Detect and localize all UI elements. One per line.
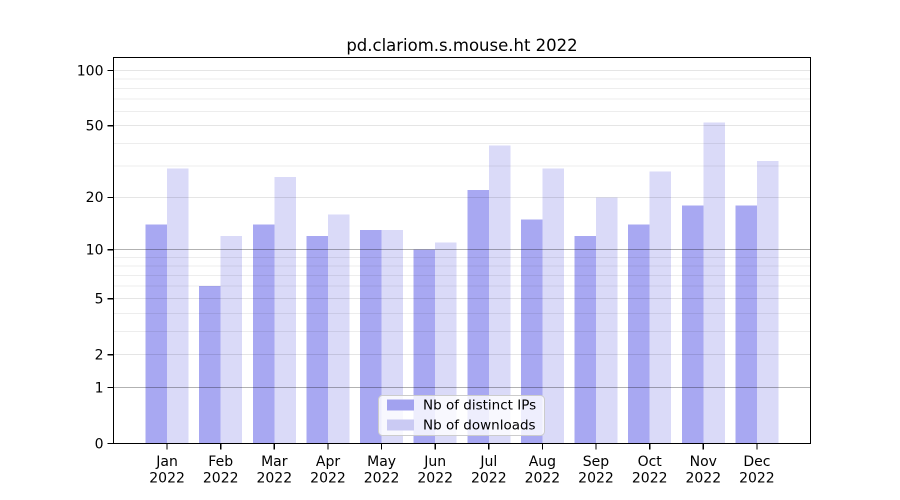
x-tick-label-feb: Feb 2022: [203, 454, 239, 487]
x-tick-label-jul: Jul 2022: [471, 454, 507, 487]
y-tick-label-2: 2: [95, 348, 104, 364]
bar-ips-may: [360, 230, 382, 444]
bar-ips-jan: [145, 224, 168, 444]
y-tick-label-50: 50: [86, 119, 104, 135]
x-tick-label-aug: Aug 2022: [525, 454, 561, 487]
x-tick-label-dec: Dec 2022: [739, 454, 775, 487]
tick-labels-layer: 0 1 2 5 10 20 50 100 Jan 2022 Feb 2022 Mar 2022 Apr 202…: [77, 63, 775, 486]
legend-label-ips: Nb of distinct IPs: [423, 398, 536, 414]
x-tick-label-mar: Mar 2022: [256, 454, 292, 487]
y-tick-label-5: 5: [95, 292, 104, 308]
bar-downloads-oct: [649, 171, 672, 444]
bar-downloads-nov: [703, 122, 725, 444]
y-tick-label-0: 0: [95, 436, 104, 452]
bar-ips-apr: [306, 236, 328, 444]
bar-downloads-may: [381, 230, 404, 444]
plot-border: [112, 56, 812, 445]
y-tick-label-10: 10: [86, 243, 104, 259]
legend-swatch-downloads: [387, 419, 414, 431]
bar-downloads-feb: [220, 236, 243, 444]
y-tick-label-100: 100: [77, 63, 104, 79]
bar-downloads-apr: [328, 214, 350, 444]
bar-downloads-jul: [488, 145, 511, 444]
x-tick-label-sep: Sep 2022: [578, 454, 614, 487]
bar-downloads-aug: [542, 168, 564, 444]
legend: Nb of distinct IPs Nb of downloads: [378, 395, 545, 436]
legend-box: [378, 395, 545, 436]
bar-downloads-sep: [596, 197, 618, 444]
bar-ips-nov: [681, 205, 704, 444]
x-tick-label-jun: Jun 2022: [417, 454, 453, 487]
x-tick-label-jan: Jan 2022: [149, 454, 185, 487]
bar-downloads-dec: [756, 160, 779, 444]
bar-downloads-jun: [435, 242, 457, 444]
legend-label-downloads: Nb of downloads: [423, 418, 536, 434]
bar-downloads-jan: [167, 168, 189, 444]
x-tick-label-nov: Nov 2022: [685, 454, 721, 487]
chart-title: pd.clariom.s.mouse.ht 2022: [346, 36, 577, 55]
bar-ips-mar: [252, 224, 275, 444]
y-tick-label-1: 1: [95, 380, 104, 396]
bar-ips-dec: [735, 205, 757, 444]
bar-ips-sep: [574, 236, 596, 444]
bar-ips-jul: [467, 190, 489, 444]
x-tick-label-apr: Apr 2022: [310, 454, 346, 487]
bar-ips-oct: [628, 224, 650, 444]
y-tick-label-20: 20: [86, 190, 104, 206]
axes-layer: [107, 56, 812, 450]
bar-ips-aug: [520, 219, 543, 444]
x-tick-label-oct: Oct 2022: [632, 454, 668, 487]
bar-ips-feb: [199, 286, 221, 444]
legend-swatch-ips: [387, 399, 414, 411]
grid-layer: [113, 70, 811, 388]
x-tick-label-may: May 2022: [364, 454, 400, 487]
bar-downloads-mar: [274, 177, 296, 444]
